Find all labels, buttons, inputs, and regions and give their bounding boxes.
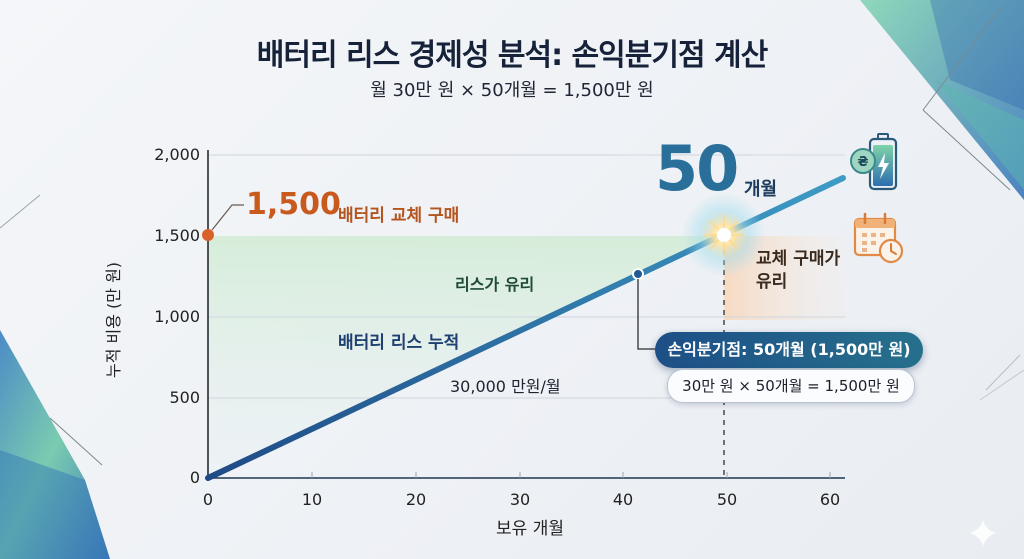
- x-tick-60: 60: [819, 490, 841, 509]
- breakeven-month-highlight: 50: [655, 132, 739, 205]
- buy-price-value: 1,500: [246, 187, 341, 222]
- buy-advantage-label: 교체 구매가 유리: [756, 248, 840, 294]
- x-tick-10: 10: [301, 490, 323, 509]
- y-tick-2000: 2,000: [154, 145, 200, 164]
- lease-line-label: 배터리 리스 누적: [338, 333, 460, 353]
- calendar-clock-icon: [853, 212, 904, 264]
- x-tick-30: 30: [509, 490, 531, 509]
- x-tick-0: 0: [202, 490, 214, 509]
- x-axis-label: 보유 개월: [496, 519, 564, 539]
- x-tick-40: 40: [612, 490, 634, 509]
- breakeven-formula: 30만 원 × 50개월 = 1,500만 원: [667, 369, 915, 403]
- buy-callout-leader: [211, 204, 244, 231]
- y-tick-1500: 1,500: [154, 226, 200, 245]
- y-tick-500: 500: [169, 388, 200, 407]
- breakeven-callout: 손익분기점: 50개월 (1,500만 원): [655, 332, 923, 368]
- y-tick-1000: 1,000: [154, 307, 200, 326]
- svg-text:₴: ₴: [857, 155, 868, 170]
- breakeven-callout-leader: [637, 279, 658, 350]
- y-axis-label: 누적 비용 (만 원): [104, 261, 123, 379]
- battery-charging-icon: ₴: [850, 133, 898, 191]
- buy-line-label: 배터리 교체 구매: [338, 206, 460, 226]
- x-tick-20: 20: [405, 490, 427, 509]
- lease-line-marker: [632, 268, 644, 280]
- buy-advantage-line1: 교체 구매가: [756, 249, 841, 269]
- lease-advantage-label: 리스가 유리: [455, 275, 535, 294]
- page-subtitle: 월 30만 원 × 50개월 = 1,500만 원: [370, 80, 654, 101]
- x-tick-50: 50: [716, 490, 738, 509]
- buy-advantage-line2: 유리: [756, 271, 788, 292]
- page-title: 배터리 리스 경제성 분석: 손익분기점 계산: [256, 38, 768, 73]
- lease-rate-label: 30,000 만원/월: [450, 377, 561, 396]
- y-tick-0: 0: [189, 468, 200, 487]
- breakeven-month-unit: 개월: [744, 179, 778, 200]
- buy-line-marker: [202, 229, 214, 241]
